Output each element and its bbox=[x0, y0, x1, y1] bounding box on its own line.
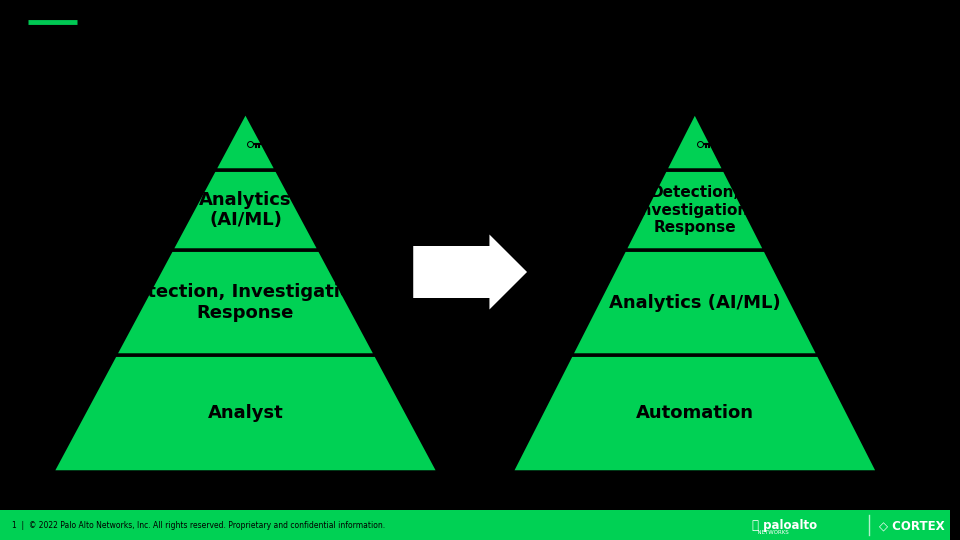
Polygon shape bbox=[214, 112, 276, 170]
Polygon shape bbox=[625, 170, 765, 250]
Text: ◇ CORTEX: ◇ CORTEX bbox=[879, 519, 945, 532]
Bar bbox=[0, 510, 950, 540]
Text: ⫽ paloalto: ⫽ paloalto bbox=[753, 519, 817, 532]
Text: 1  |  © 2022 Palo Alto Networks, Inc. All rights reserved. Proprietary and confi: 1 | © 2022 Palo Alto Networks, Inc. All … bbox=[12, 521, 385, 530]
Polygon shape bbox=[53, 355, 439, 472]
Text: NETWORKS: NETWORKS bbox=[755, 530, 789, 536]
Polygon shape bbox=[512, 355, 878, 472]
Polygon shape bbox=[571, 250, 819, 355]
Text: Analyst: Analyst bbox=[207, 404, 283, 422]
Text: Automation: Automation bbox=[636, 404, 754, 422]
Polygon shape bbox=[172, 170, 320, 250]
Polygon shape bbox=[115, 250, 375, 355]
Polygon shape bbox=[665, 112, 724, 170]
Text: Analytics
(AI/ML): Analytics (AI/ML) bbox=[200, 191, 292, 229]
Text: Detection,
Investigation,
Response: Detection, Investigation, Response bbox=[636, 185, 755, 235]
Text: Analytics (AI/ML): Analytics (AI/ML) bbox=[609, 294, 780, 312]
Polygon shape bbox=[413, 234, 527, 309]
Text: Detection, Investigation,
Response: Detection, Investigation, Response bbox=[120, 283, 372, 322]
